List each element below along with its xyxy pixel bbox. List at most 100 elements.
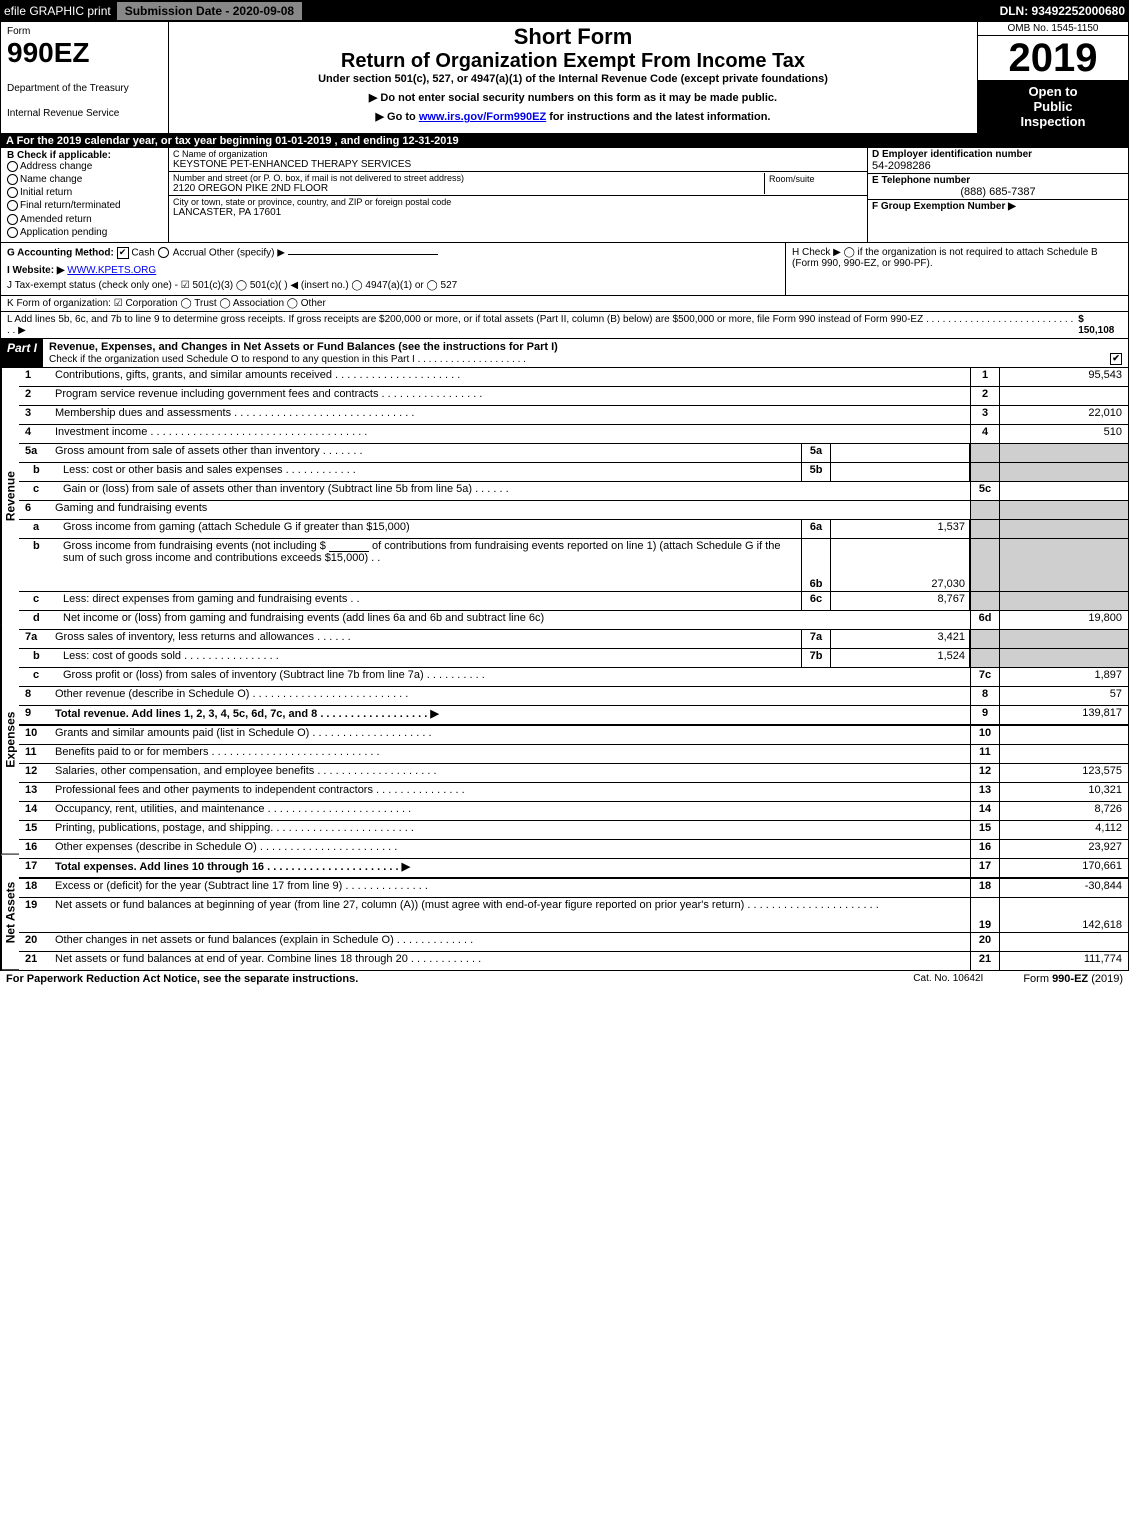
dept-treasury: Department of the Treasury [7, 83, 162, 94]
chk-final-return-label: Final return/terminated [20, 201, 121, 212]
chk-initial-return[interactable]: Initial return [7, 187, 162, 198]
line-12-num: 12 [19, 764, 53, 782]
line-11: 11 Benefits paid to or for members . . .… [19, 745, 1128, 764]
line-7b: b Less: cost of goods sold . . . . . . .… [19, 649, 1128, 668]
line-10-num: 10 [19, 726, 53, 744]
line-10-val [1000, 726, 1128, 744]
line-6c-rv-grey [1000, 592, 1128, 610]
line-6d-desc: Net income or (loss) from gaming and fun… [61, 611, 970, 629]
line-14-val: 8,726 [1000, 802, 1128, 820]
line-7b-rv-grey [1000, 649, 1128, 667]
section-def: D Employer identification number 54-2098… [868, 148, 1128, 242]
c-street-label: Number and street (or P. O. box, if mail… [173, 173, 764, 183]
line-6b-mn: 6b [801, 539, 831, 591]
line-5a-mv [831, 444, 970, 462]
footer-form: Form 990-EZ (2019) [1023, 973, 1123, 985]
vlabel-revenue: Revenue [1, 368, 19, 625]
org-name: KEYSTONE PET-ENHANCED THERAPY SERVICES [173, 159, 863, 170]
form-number: 990EZ [7, 37, 162, 69]
line-9-num: 9 [19, 706, 53, 724]
line-7b-rn-grey [970, 649, 1000, 667]
line-5b-desc: Less: cost or other basis and sales expe… [61, 463, 801, 481]
line-6c-desc: Less: direct expenses from gaming and fu… [61, 592, 801, 610]
line-3-rn: 3 [970, 406, 1000, 424]
line-15-num: 15 [19, 821, 53, 839]
line-12-val: 123,575 [1000, 764, 1128, 782]
footer-cat: Cat. No. 10642I [913, 973, 983, 984]
line-6d-rn: 6d [970, 611, 1000, 629]
line-6-num: 6 [19, 501, 53, 519]
line-6-rn-grey [970, 501, 1000, 519]
part1-badge: Part I [1, 339, 43, 367]
chk-amended-return[interactable]: Amended return [7, 214, 162, 225]
line-6a-num: a [19, 520, 61, 538]
c-city-label: City or town, state or province, country… [173, 197, 863, 207]
phone-value: (888) 685-7387 [872, 186, 1124, 198]
line-6d-val: 19,800 [1000, 611, 1128, 629]
l-amount: $ 150,108 [1078, 314, 1122, 336]
line-6c-rn-grey [970, 592, 1000, 610]
line-9: 9 Total revenue. Add lines 1, 2, 3, 4, 5… [19, 706, 1128, 726]
line-19: 19 Net assets or fund balances at beginn… [19, 898, 1128, 933]
line-16-desc: Other expenses (describe in Schedule O) … [53, 840, 970, 858]
part1-scheduleO-checkbox[interactable] [1110, 353, 1122, 365]
line-13-rn: 13 [970, 783, 1000, 801]
line-5a-rn-grey [970, 444, 1000, 462]
line-6b-num: b [19, 539, 61, 591]
irs-link[interactable]: www.irs.gov/Form990EZ [419, 111, 546, 123]
line-1-rn: 1 [970, 368, 1000, 386]
part1-title-wrap: Revenue, Expenses, and Changes in Net As… [43, 339, 1128, 367]
line-12: 12 Salaries, other compensation, and emp… [19, 764, 1128, 783]
open-l2: Public [980, 99, 1126, 114]
line-17-num: 17 [19, 859, 53, 877]
line-20-num: 20 [19, 933, 53, 951]
line-7a-mn: 7a [801, 630, 831, 648]
line-19-num: 19 [19, 898, 53, 932]
k-line: K Form of organization: ☑ Corporation ◯ … [0, 296, 1129, 312]
website-link[interactable]: WWW.KPETS.ORG [67, 265, 156, 276]
line-7a-rn-grey [970, 630, 1000, 648]
ein-value: 54-2098286 [872, 160, 1124, 172]
chk-final-return[interactable]: Final return/terminated [7, 200, 162, 211]
line-20-val [1000, 933, 1128, 951]
g-accrual-radio[interactable] [158, 247, 169, 258]
line-14-desc: Occupancy, rent, utilities, and maintena… [53, 802, 970, 820]
vlabel-expenses: Expenses [1, 625, 19, 855]
line-10: 10 Grants and similar amounts paid (list… [19, 726, 1128, 745]
short-form-title: Short Form [173, 24, 973, 50]
line-5c-val [1000, 482, 1128, 500]
line-9-desc: Total revenue. Add lines 1, 2, 3, 4, 5c,… [53, 706, 970, 724]
line-16-rn: 16 [970, 840, 1000, 858]
chk-name-change-label: Name change [20, 174, 82, 185]
f-label: F Group Exemption Number ▶ [872, 201, 1016, 212]
lines-container: 1 Contributions, gifts, grants, and simi… [19, 368, 1128, 970]
efile-print-label[interactable]: efile GRAPHIC print [4, 4, 111, 18]
chk-application-pending[interactable]: Application pending [7, 227, 162, 238]
line-6d-num: d [19, 611, 61, 629]
a-tax-year-line: A For the 2019 calendar year, or tax yea… [0, 134, 1129, 148]
omb-number: OMB No. 1545-1150 [978, 22, 1128, 36]
line-4: 4 Investment income . . . . . . . . . . … [19, 425, 1128, 444]
g-cash-checkbox[interactable] [117, 247, 129, 259]
line-6b-amount-input[interactable] [329, 540, 369, 552]
line-6b-rv-grey [1000, 539, 1128, 591]
line-11-desc: Benefits paid to or for members . . . . … [53, 745, 970, 763]
line-5b-mv [831, 463, 970, 481]
section-c: C Name of organization KEYSTONE PET-ENHA… [169, 148, 868, 242]
line-7c-num: c [19, 668, 61, 686]
org-city: LANCASTER, PA 17601 [173, 207, 863, 218]
line-4-rn: 4 [970, 425, 1000, 443]
g-other-input[interactable] [288, 254, 438, 255]
line-16-num: 16 [19, 840, 53, 858]
line-8-val: 57 [1000, 687, 1128, 705]
chk-address-change[interactable]: Address change [7, 161, 162, 172]
line-6a-mv: 1,537 [831, 520, 970, 538]
line-4-num: 4 [19, 425, 53, 443]
line-14-rn: 14 [970, 802, 1000, 820]
goto-pre: ▶ Go to [376, 111, 419, 123]
line-17-desc: Total expenses. Add lines 10 through 16 … [53, 859, 970, 877]
line-5c-desc: Gain or (loss) from sale of assets other… [61, 482, 970, 500]
chk-name-change[interactable]: Name change [7, 174, 162, 185]
line-6a-rn-grey [970, 520, 1000, 538]
line-2-desc: Program service revenue including govern… [53, 387, 970, 405]
